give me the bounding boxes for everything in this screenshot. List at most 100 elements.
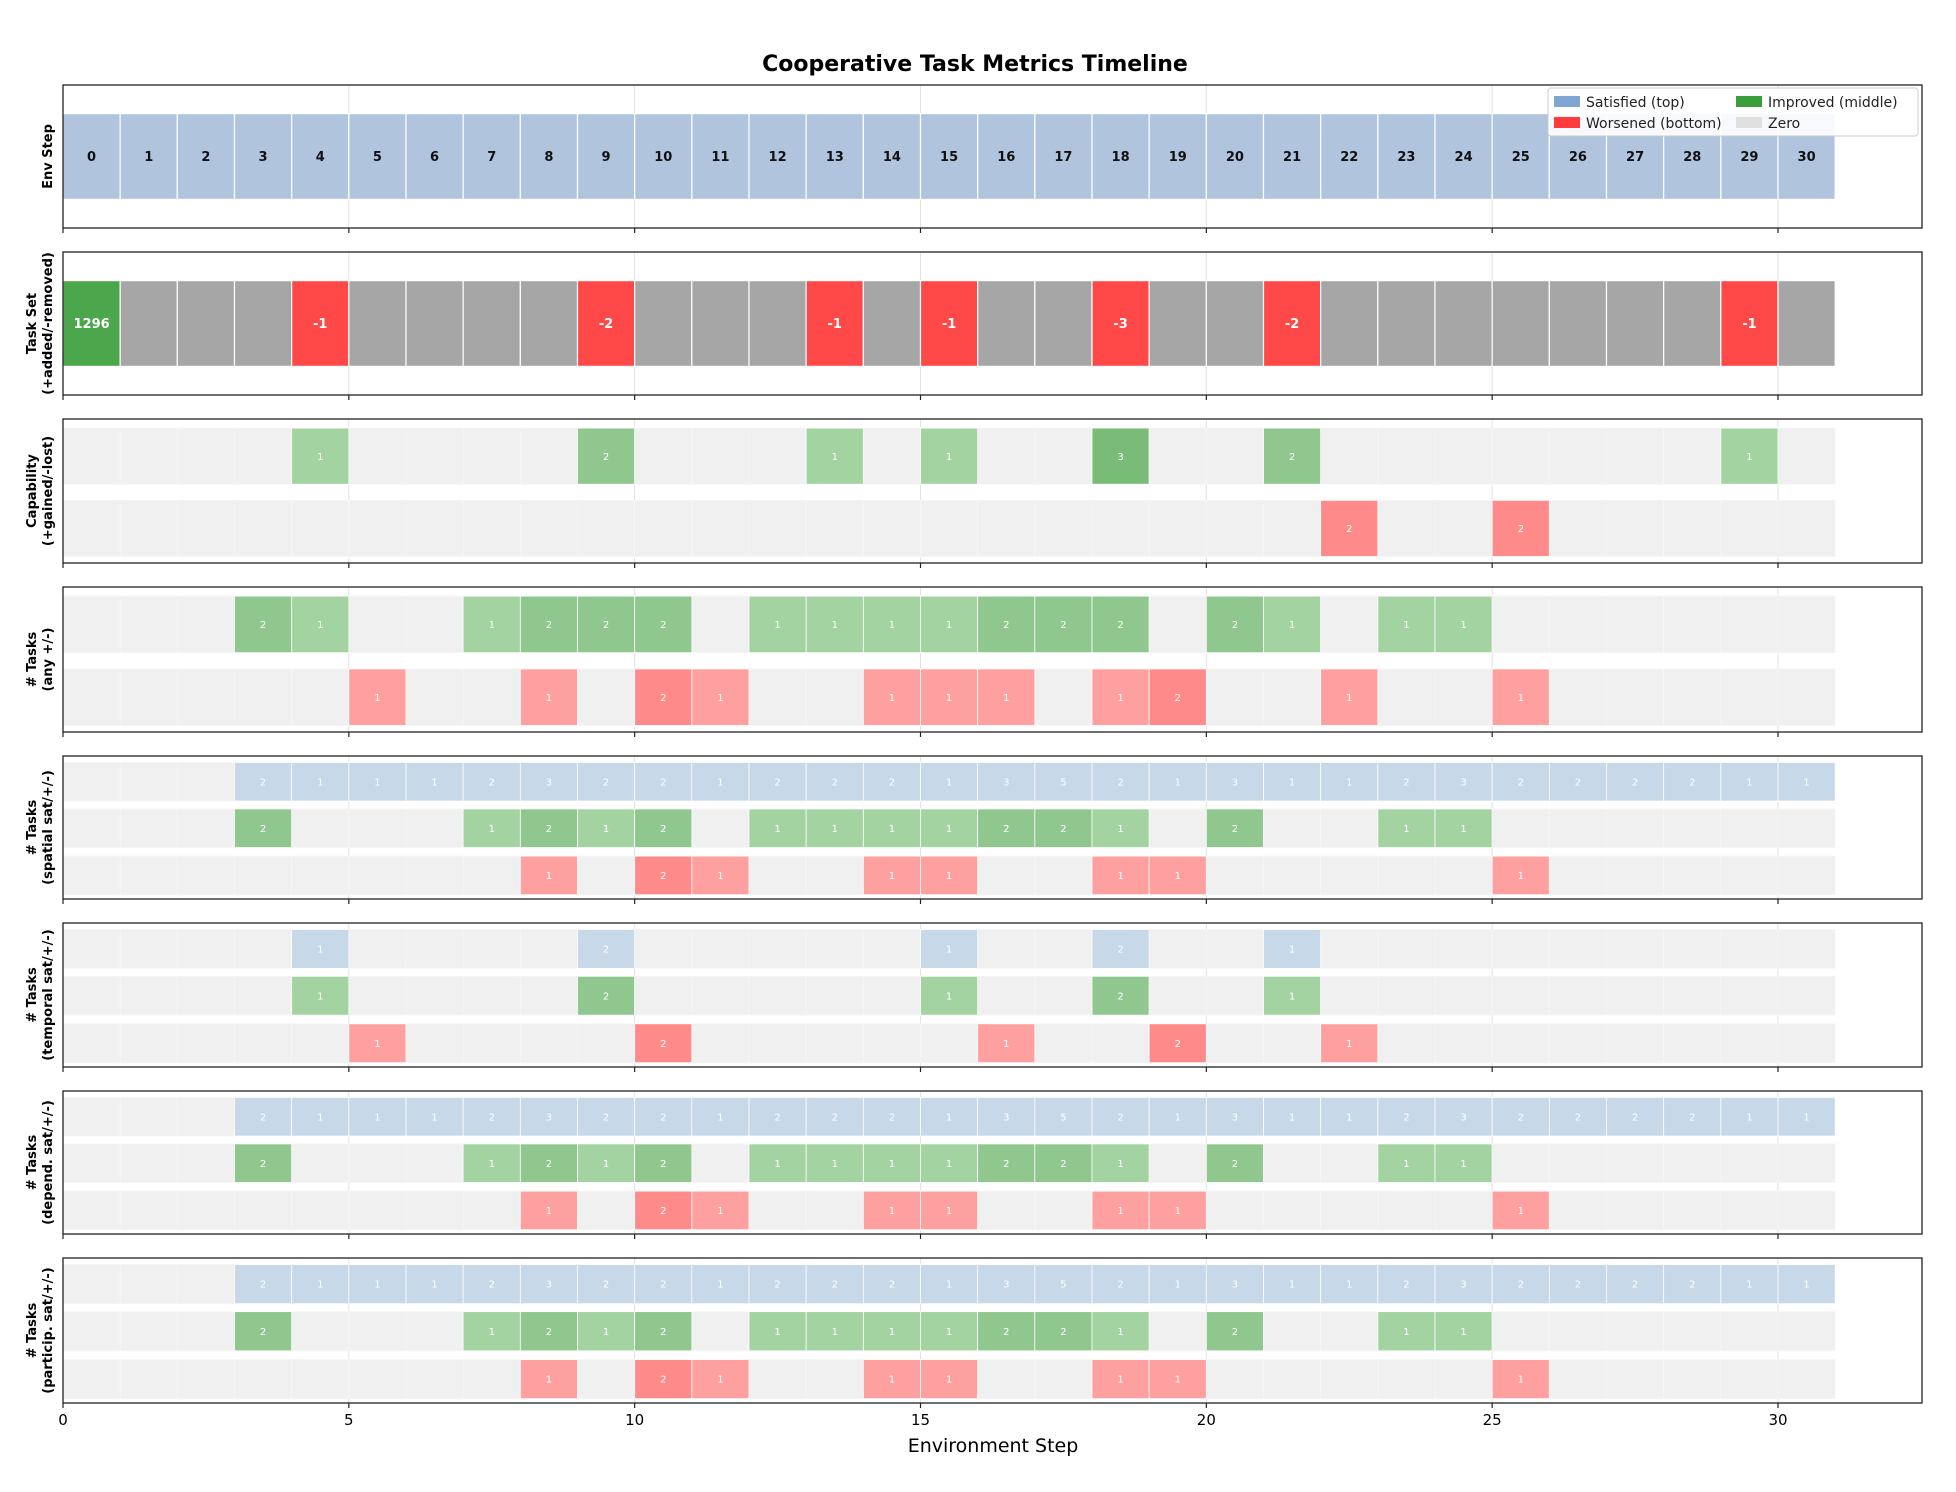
cell-value-label: 1: [717, 693, 723, 704]
cell-env: [176, 112, 236, 201]
zero-cell: [1148, 499, 1207, 557]
y-axis-label-line: (+gained/-lost): [41, 436, 56, 546]
cell-improved: [1377, 1143, 1436, 1183]
zero-cell: [1720, 929, 1779, 969]
cell-satisfied: [1777, 762, 1836, 802]
cell-value-label: 2: [660, 871, 666, 882]
cell-value-label: 1: [1003, 1039, 1009, 1050]
zero-cell: [1320, 929, 1379, 969]
zero-cell: [462, 975, 521, 1016]
zero-cell: [1205, 855, 1264, 896]
cell-improved: [1034, 1143, 1093, 1183]
cell-satisfied: [234, 1264, 293, 1305]
zero-cell: [176, 595, 235, 654]
zero-cell: [1777, 427, 1836, 485]
cell-value-label: 2: [260, 1159, 266, 1170]
cell-improved: [1091, 595, 1150, 654]
cell-value-label: 1: [1746, 1280, 1752, 1291]
zero-cell: [1034, 427, 1093, 485]
cell-satisfied: [348, 1264, 407, 1305]
cell-satisfied: [1663, 762, 1722, 802]
zero-cell: [1377, 855, 1436, 896]
y-axis-label-line: # Tasks: [25, 967, 40, 1023]
zero-cell: [634, 499, 693, 557]
cell-value-label: 0: [87, 150, 96, 165]
panel-frame: [62, 586, 1923, 733]
cell-improved: [1091, 1311, 1150, 1352]
cell-satisfied: [862, 762, 921, 802]
cell-value-label: 2: [1518, 1280, 1524, 1291]
cell-improved: [462, 1143, 521, 1183]
zero-cell: [62, 808, 121, 848]
cell-improved: [1205, 1143, 1264, 1183]
cell-improved: [519, 808, 578, 848]
cell-taskset: [1434, 280, 1493, 368]
zero-cell: [634, 427, 693, 485]
zero-cell: [748, 427, 807, 485]
cell-value-label: 1: [603, 824, 609, 835]
cell-value-label: 2: [1289, 452, 1295, 463]
cell-satisfied: [977, 762, 1036, 802]
cell-value-label: 1: [889, 693, 895, 704]
zero-cell: [1205, 668, 1264, 726]
cell-satisfied: [577, 1264, 636, 1305]
cell-value-label: 14: [883, 150, 901, 165]
cell-improved: [977, 808, 1036, 848]
zero-cell: [1548, 1143, 1607, 1183]
zero-cell: [348, 499, 407, 557]
zero-cell: [1148, 808, 1207, 848]
row-improved: 2 1 1 2 2 2 1 1 1 1 2 2 2 2 1 1 1: [62, 595, 1836, 654]
cell-value-label: 2: [1632, 1112, 1638, 1123]
zero-cell: [1377, 427, 1436, 485]
zero-cell: [291, 1023, 350, 1064]
cell-improved: [920, 975, 979, 1016]
cell-value-label: 1: [1175, 777, 1181, 788]
cell-value-label: 2: [603, 620, 609, 631]
cell-value-label: 23: [1397, 150, 1415, 165]
zero-cell: [1434, 1359, 1493, 1400]
zero-cell: [691, 427, 750, 485]
cell-taskset: [176, 280, 236, 368]
zero-cell: [805, 499, 864, 557]
y-axis-label: Capability(+gained/-lost): [25, 436, 56, 546]
cell-improved: [577, 427, 636, 485]
cell-worsened: [1148, 855, 1207, 896]
cell-taskset: [62, 280, 121, 368]
cell-value-label: 2: [546, 620, 552, 631]
zero-cell: [62, 1359, 121, 1400]
x-tick-label: 30: [1768, 1411, 1787, 1429]
zero-cell: [1548, 1023, 1607, 1064]
cell-satisfied: [577, 762, 636, 802]
row-worsened: 1 1 2 1 1 1 1 1 2 1 1: [62, 668, 1836, 726]
zero-cell: [1263, 499, 1322, 557]
zero-cell: [1434, 1023, 1493, 1064]
cell-improved: [805, 427, 864, 485]
cell-improved: [1034, 595, 1093, 654]
zero-cell: [1320, 808, 1379, 848]
cell-value-label: 24: [1455, 150, 1473, 165]
cell-satisfied: [291, 1097, 350, 1137]
cell-value-label: 1: [489, 620, 495, 631]
row-improved: 1 2 1 2 1: [62, 975, 1836, 1016]
cell-satisfied: [1606, 1264, 1665, 1305]
zero-cell: [1091, 1023, 1150, 1064]
cell-value-label: 2: [1346, 524, 1352, 535]
zero-cell: [348, 427, 407, 485]
cell-value-label: 1: [1289, 1280, 1295, 1291]
cell-taskset: [462, 280, 521, 368]
cell-value-label: 1: [1746, 1112, 1752, 1123]
zero-cell: [1148, 975, 1207, 1016]
zero-cell: [176, 427, 235, 485]
cell-satisfied: [1377, 762, 1436, 802]
zero-cell: [62, 929, 121, 969]
cell-taskset: [1320, 280, 1379, 368]
cell-value-label: 3: [1003, 777, 1009, 788]
cell-value-label: 1: [1289, 620, 1295, 631]
zero-cell: [405, 1190, 464, 1231]
zero-cell: [234, 1190, 293, 1231]
zero-cell: [462, 1190, 521, 1231]
cell-env: [1205, 112, 1265, 201]
zero-cell: [348, 1359, 407, 1400]
zero-cell: [1606, 855, 1665, 896]
zero-cell: [1720, 1143, 1779, 1183]
